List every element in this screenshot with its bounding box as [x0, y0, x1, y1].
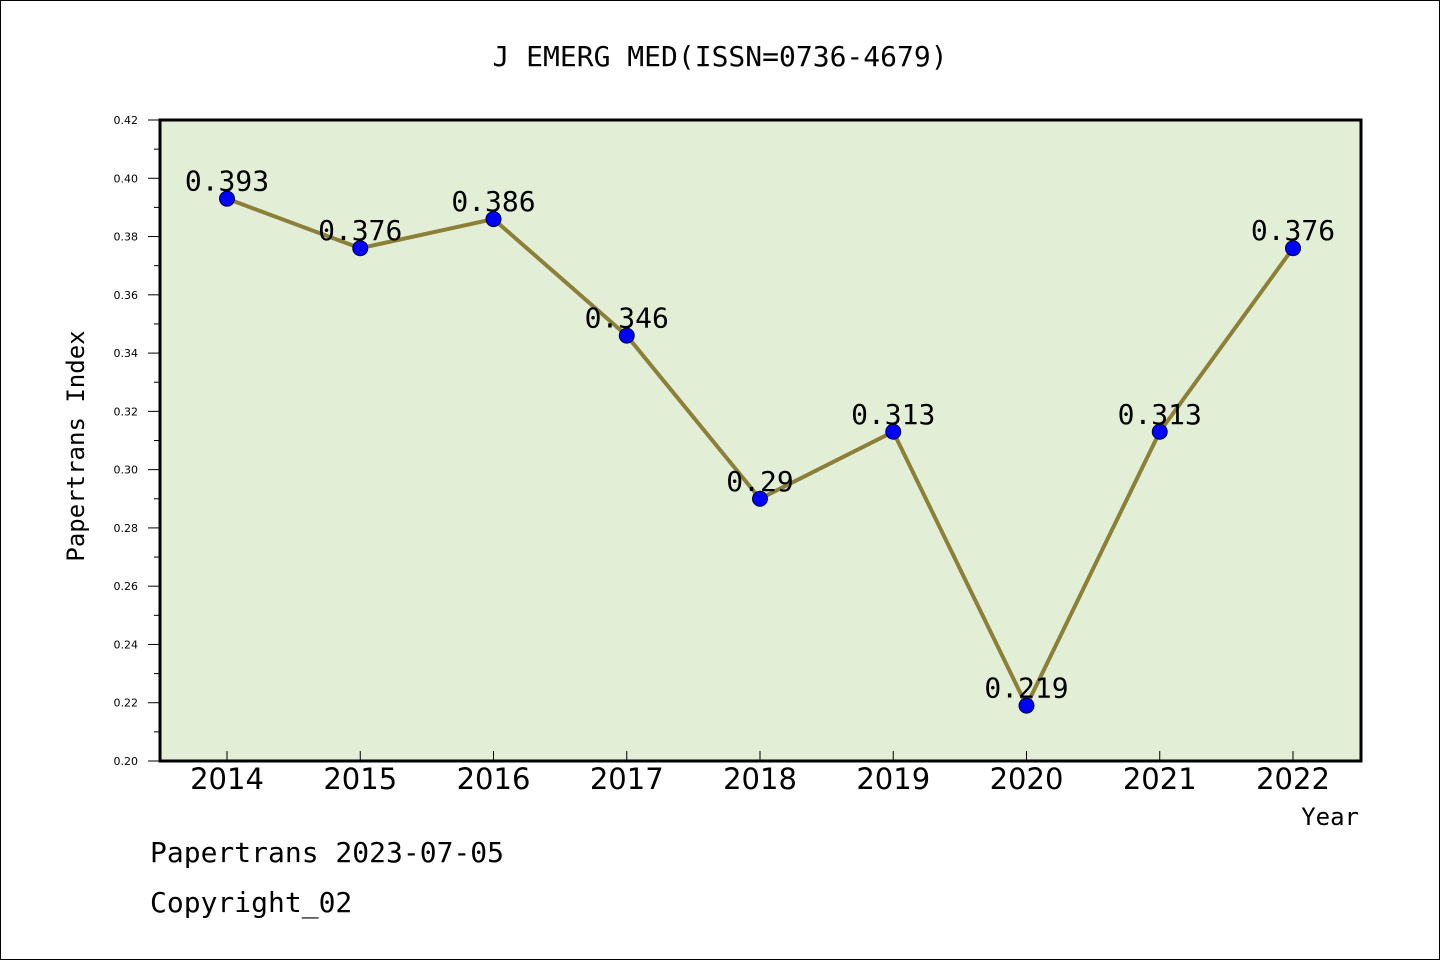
- data-label: 0.386: [451, 185, 535, 218]
- y-axis: 0.20 0.22 0.24 0.26 0.28 0.30 0.32 0.34 0.36 0.38…: [114, 114, 160, 768]
- data-label: 0.219: [984, 672, 1068, 705]
- y-tick-label: 0.34: [114, 347, 139, 360]
- x-tick-label: 2016: [457, 762, 531, 796]
- plot-area: [158, 118, 1363, 763]
- data-point: [885, 423, 902, 440]
- x-tick-label: 2014: [190, 762, 264, 796]
- x-tick-label: 2015: [323, 762, 397, 796]
- data-label: 0.376: [318, 214, 402, 247]
- data-point: [1018, 697, 1035, 714]
- data-label: 0.346: [585, 302, 669, 335]
- y-tick-label: 0.26: [114, 580, 139, 593]
- y-tick-label: 0.38: [114, 231, 139, 244]
- data-point: [1285, 240, 1301, 257]
- data-point: [618, 327, 635, 344]
- y-tick-label: 0.42: [114, 114, 139, 127]
- x-axis: 2014 2015 2016 2017 2018 2019 2020 2021 2022: [190, 751, 1330, 796]
- data-point: [752, 490, 768, 507]
- data-point: [1151, 423, 1168, 440]
- x-tick-label: 2020: [990, 762, 1064, 796]
- x-axis-label: Year: [1301, 803, 1359, 831]
- x-tick-label: 2018: [723, 762, 797, 796]
- y-tick-label: 0.32: [114, 405, 139, 418]
- data-point: [352, 240, 369, 257]
- x-tick-label: 2021: [1123, 762, 1197, 796]
- x-tick-label: 2022: [1256, 762, 1330, 796]
- y-tick-label: 0.40: [114, 172, 139, 185]
- data-label: 0.313: [1118, 398, 1202, 431]
- y-tick-label: 0.24: [114, 638, 139, 651]
- data-label: 0.313: [851, 398, 935, 431]
- y-tick-label: 0.36: [114, 289, 139, 302]
- x-tick-label: 2017: [590, 762, 664, 796]
- x-tick-label: 2019: [856, 762, 930, 796]
- y-tick-label: 0.28: [114, 522, 139, 535]
- data-point: [485, 211, 502, 228]
- chart-title: J EMERG MED(ISSN=0736-4679): [492, 40, 947, 73]
- data-point: [219, 190, 235, 207]
- data-label: 0.393: [185, 165, 269, 198]
- data-markers: [219, 190, 1301, 714]
- data-labels: 0.393 0.376 0.386 0.346 0.29 0.313 0.219 0.313 0…: [185, 165, 1335, 705]
- footer-date: Papertrans 2023-07-05: [150, 836, 505, 869]
- data-label: 0.376: [1251, 214, 1335, 247]
- data-label: 0.29: [726, 465, 793, 498]
- y-tick-label: 0.30: [114, 464, 139, 477]
- y-axis-label: Papertrans Index: [62, 330, 90, 561]
- y-tick-label: 0.22: [114, 697, 139, 710]
- y-tick-label: 0.20: [114, 755, 139, 768]
- footer-copyright: Copyright_02: [150, 886, 353, 919]
